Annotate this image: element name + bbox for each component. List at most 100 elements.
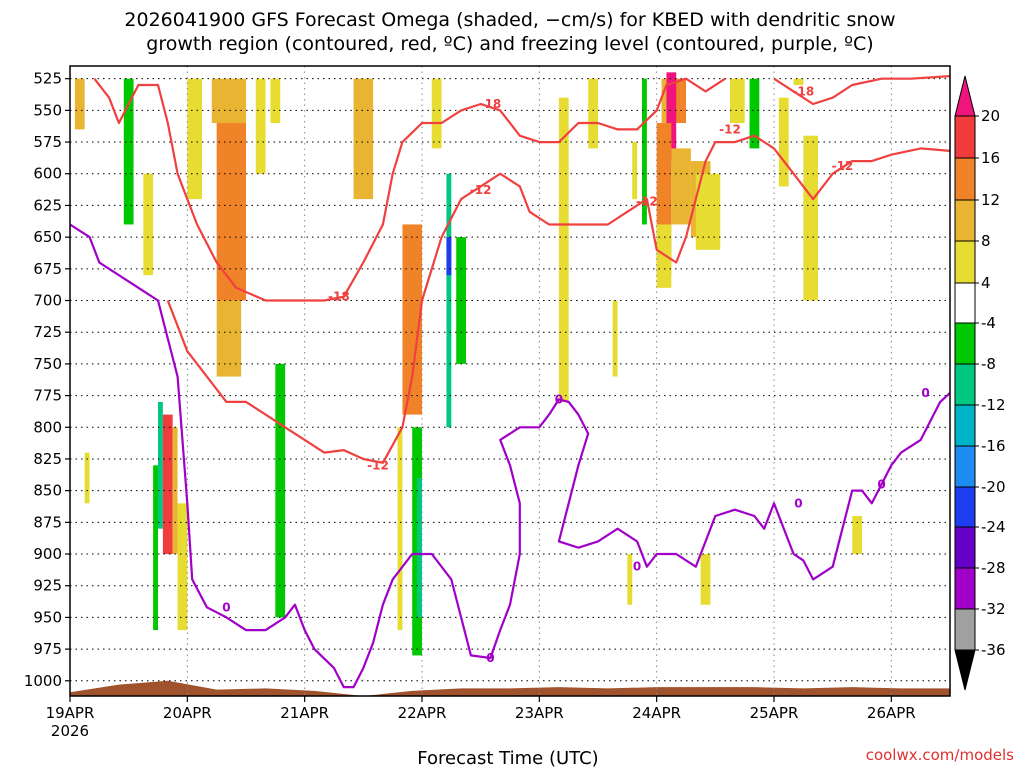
x-tick-label-25APR: 25APR — [750, 704, 799, 722]
omega-cell-62 — [632, 516, 638, 605]
freezing-contour-label-3: 0 — [633, 560, 641, 574]
colorbar-bin-5 — [954, 322, 976, 365]
freezing-contour-0 — [70, 223, 950, 689]
chart-title-line1: 2026041900 GFS Forecast Omega (shaded, −… — [124, 9, 895, 31]
omega-cell-70 — [852, 516, 862, 555]
omega-cell-13 — [158, 401, 163, 529]
y-tick-label-625: 625 — [33, 196, 62, 214]
dgz-contour-0 — [93, 77, 726, 302]
chart-title-line2: growth region (contoured, red, ºC) and f… — [146, 33, 873, 55]
omega-cell-18 — [84, 452, 90, 504]
y-tick-label-750: 750 — [33, 355, 62, 373]
credit-text: coolwx.com/models — [866, 746, 1014, 764]
omega-cell-58 — [749, 78, 760, 149]
omega-cell-29 — [397, 427, 403, 631]
omega-cell-6 — [187, 78, 202, 200]
omega-cell-17 — [177, 503, 188, 631]
omega-cell-53 — [671, 148, 691, 225]
dgz-contour-label-0: -18 — [480, 97, 502, 111]
omega-cell-47 — [642, 78, 647, 225]
colorbar-label-13: -36 — [981, 641, 1006, 659]
omega-cell-0 — [74, 78, 85, 130]
y-tick-label-825: 825 — [33, 450, 62, 468]
omega-cell-3 — [138, 78, 149, 200]
y-tick-label-675: 675 — [33, 260, 62, 278]
omega-cell-44 — [612, 300, 618, 377]
freezing-contour-label-4: 0 — [794, 496, 802, 510]
y-tick-label-1000: 1000 — [24, 672, 62, 690]
omega-cell-11 — [270, 78, 281, 124]
freezing-contour-label-2: 0 — [486, 651, 494, 665]
dgz-contour-label-2: -18 — [328, 290, 350, 304]
omega-cell-65 — [627, 554, 633, 605]
x-tick-sublabel-year: 2026 — [51, 722, 89, 740]
colorbar-bin-1 — [954, 157, 976, 201]
freezing-contour-label-1: 0 — [555, 392, 563, 406]
colorbar-label-7: -12 — [981, 396, 1006, 414]
freezing-contour-label-0: 0 — [222, 600, 230, 614]
omega-cell-16 — [153, 465, 158, 631]
omega-cell-61 — [793, 78, 804, 86]
colorbar-bottom-arrow — [954, 649, 976, 691]
omega-cell-23 — [309, 503, 315, 631]
colorbar-label-3: 8 — [981, 232, 991, 250]
dgz-contour-1 — [166, 134, 950, 464]
colorbar-top-arrow — [954, 75, 976, 117]
y-tick-label-850: 850 — [33, 482, 62, 500]
y-tick-label-775: 775 — [33, 387, 62, 405]
freezing-contour-label-5: 0 — [877, 477, 885, 491]
omega-cell-24 — [353, 78, 374, 200]
terrain-area — [70, 680, 950, 696]
colorbar-label-2: 12 — [981, 191, 1000, 209]
x-tick-label-26APR: 26APR — [867, 704, 916, 722]
omega-cell-37 — [480, 78, 491, 377]
y-tick-label-950: 950 — [33, 608, 62, 626]
omega-cell-71 — [871, 516, 882, 631]
omega-cell-1 — [89, 78, 100, 124]
freezing-contour-label-6: 0 — [921, 386, 929, 400]
x-tick-label-20APR: 20APR — [163, 704, 212, 722]
omega-cell-2 — [123, 78, 134, 225]
dgz-contour-label-7: -12 — [832, 159, 854, 173]
colorbar-bin-12 — [954, 608, 976, 651]
omega-cell-68 — [783, 516, 804, 618]
plot-frame — [69, 65, 951, 697]
omega-cell-46 — [632, 142, 638, 200]
omega-cell-31 — [417, 477, 422, 618]
dgz-contour-label-6: -18 — [792, 84, 814, 98]
omega-cell-4 — [143, 173, 154, 276]
y-tick-label-975: 975 — [33, 640, 62, 658]
omega-cell-57 — [730, 78, 745, 124]
y-tick-label-525: 525 — [33, 70, 62, 88]
omega-cell-48 — [661, 78, 667, 124]
x-tick-label-23APR: 23APR — [515, 704, 564, 722]
colorbar-bin-3 — [954, 240, 976, 284]
y-tick-label-725: 725 — [33, 323, 62, 341]
colorbar-bin-11 — [954, 567, 976, 610]
colorbar-bin-9 — [954, 486, 976, 528]
colorbar-bin-8 — [954, 445, 976, 488]
dgz-contour-label-5: -12 — [719, 122, 741, 136]
omega-cell-8 — [216, 123, 246, 301]
omega-cell-60 — [803, 135, 818, 301]
y-tick-label-650: 650 — [33, 228, 62, 246]
colorbar-label-12: -32 — [981, 600, 1006, 618]
omega-cell-14 — [162, 414, 173, 555]
colorbar-label-10: -24 — [981, 518, 1006, 536]
y-tick-label-875: 875 — [33, 513, 62, 531]
x-tick-label-21APR: 21APR — [280, 704, 329, 722]
colorbar-label-6: -8 — [981, 355, 996, 373]
omega-cell-40 — [549, 78, 554, 124]
y-tick-label-600: 600 — [33, 165, 62, 183]
omega-cell-64 — [666, 528, 677, 631]
dgz-contour-label-1: -12 — [470, 183, 492, 197]
x-tick-label-22APR: 22APR — [398, 704, 447, 722]
omega-cell-45 — [627, 78, 633, 206]
omega-cell-66 — [700, 554, 711, 605]
colorbar-bin-10 — [954, 526, 976, 569]
omega-cell-21 — [290, 427, 295, 631]
colorbar-bin-2 — [954, 199, 976, 242]
omega-cell-9 — [216, 300, 242, 377]
